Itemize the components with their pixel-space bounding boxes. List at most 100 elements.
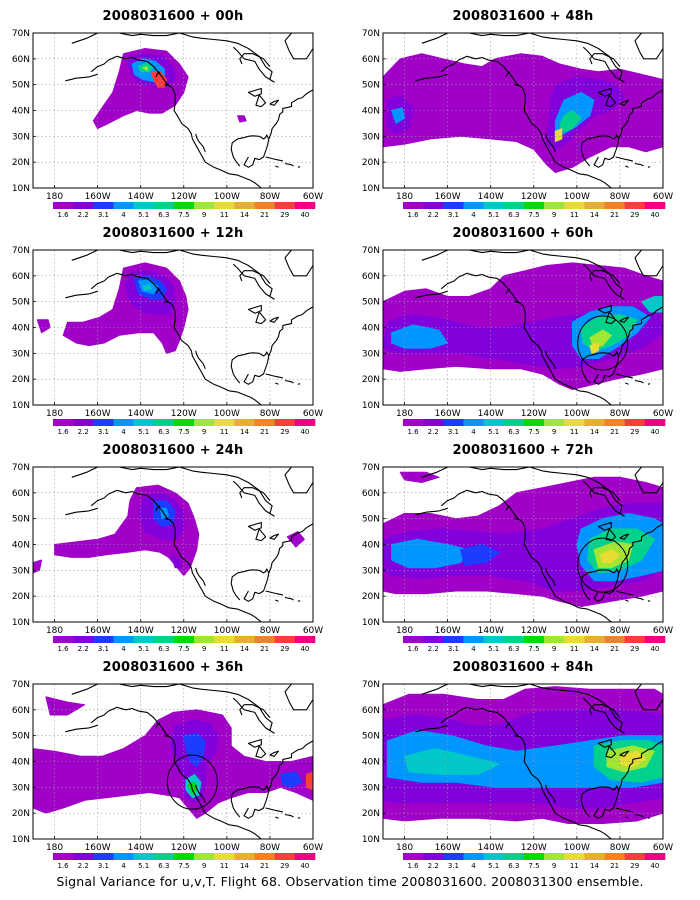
colorbar-level-label: 14 [590,645,599,653]
colorbar: 1.6 2.2 3.1 4 5.1 6.3 7.5 9 11 14 21 29 40 [53,419,316,436]
colorbar-swatch [214,636,235,643]
forecast-map-panel: 70N 60N 50N 40N 30N 20N 10N 180 160W 140W 120W 100W… [12,29,323,219]
colorbar-swatch [564,202,585,209]
longitude-tick-label: 120W [171,626,197,636]
longitude-tick-label: 80W [610,192,630,202]
colorbar-swatch [423,636,444,643]
colorbar-level-label: 40 [300,862,309,870]
colorbar-swatch [564,419,585,426]
colorbar-level-label: 2.2 [78,645,89,653]
longitude-tick-label: 160W [435,409,461,419]
latitude-tick-label: 40N [362,324,380,334]
variance-contour-fill [170,554,183,569]
colorbar-swatch [133,636,155,643]
colorbar-swatch [274,636,296,643]
latitude-tick-label: 50N [12,732,30,742]
panel-title: 2008031600 + 48h [452,9,594,24]
latitude-tick-label: 50N [12,298,30,308]
colorbar-level-label: 40 [300,211,309,219]
forecast-map-panel: 70N 60N 50N 40N 30N 20N 10N 180 160W 140W 120W 100W… [362,463,673,653]
colorbar: 1.6 2.2 3.1 4 5.1 6.3 7.5 9 11 14 21 29 40 [53,202,316,219]
longitude-tick-label: 120W [171,192,197,202]
colorbar-level-label: 29 [630,211,639,219]
longitude-tick-label: 140W [478,843,504,853]
coastline [65,33,313,188]
longitude-tick-label: 100W [214,843,240,853]
latitude-tick-label: 60N [12,272,30,282]
colorbar-level-label: 1.6 [408,645,420,653]
colorbar-swatch [73,202,94,209]
longitude-tick-label: 140W [128,626,154,636]
latitude-tick-label: 10N [12,835,30,845]
colorbar-level-label: 40 [300,428,309,436]
colorbar-level-label: 29 [280,645,289,653]
colorbar-level-label: 21 [610,211,619,219]
colorbar-swatch [544,202,565,209]
longitude-tick-label: 180 [396,409,413,419]
colorbar-swatch [483,636,505,643]
colorbar-swatch [133,419,155,426]
longitude-tick-label: 80W [610,626,630,636]
longitude-tick-label: 120W [521,626,547,636]
colorbar-swatch [644,419,666,426]
colorbar-swatch [173,202,195,209]
longitude-tick-label: 160W [85,192,111,202]
colorbar-level-label: 5.1 [488,645,499,653]
colorbar-swatch [194,853,215,860]
colorbar-level-label: 9 [552,862,556,870]
colorbar-swatch [644,636,666,643]
colorbar-swatch [423,853,444,860]
colorbar-swatch [254,636,275,643]
colorbar-swatch [584,419,605,426]
latitude-tick-label: 40N [12,541,30,551]
longitude-tick-label: 120W [521,192,547,202]
forecast-map-panel: 70N 60N 50N 40N 30N 20N 10N 180 160W 140W 120W 100W… [362,29,673,219]
colorbar-swatch [443,853,464,860]
colorbar-swatch [214,202,235,209]
latitude-tick-label: 20N [12,592,30,602]
colorbar: 1.6 2.2 3.1 4 5.1 6.3 7.5 9 11 14 21 29 40 [403,853,666,870]
colorbar-swatch [113,419,134,426]
colorbar-level-label: 6.3 [508,428,519,436]
colorbar-level-label: 21 [260,645,269,653]
colorbar-level-label: 14 [240,645,249,653]
longitude-tick-label: 60W [303,192,323,202]
colorbar-level-label: 29 [630,862,639,870]
map-plot-area [33,684,313,839]
colorbar-level-label: 7.5 [528,645,539,653]
forecast-map-panel: 70N 60N 50N 40N 30N 20N 10N 180 160W 140W 120W 100W… [12,680,323,870]
colorbar-swatch [564,636,585,643]
forecast-map-panel: 70N 60N 50N 40N 30N 20N 10N 180 160W 140W 120W 100W… [362,680,673,870]
latitude-tick-label: 40N [362,541,380,551]
colorbar-level-label: 1.6 [408,211,420,219]
colorbar-level-label: 14 [240,862,249,870]
latitude-tick-label: 30N [12,566,30,576]
colorbar-swatch [403,202,424,209]
colorbar-level-label: 9 [552,428,556,436]
colorbar-level-label: 6.3 [158,645,169,653]
colorbar-level-label: 3.1 [448,428,459,436]
colorbar-swatch [523,419,545,426]
colorbar-swatch [604,636,625,643]
colorbar-swatch [93,853,114,860]
colorbar-level-label: 1.6 [408,862,420,870]
colorbar-swatch [153,202,175,209]
colorbar-level-label: 40 [300,645,309,653]
colorbar-level-label: 9 [202,862,206,870]
colorbar-swatch [644,853,666,860]
longitude-tick-label: 160W [85,843,111,853]
longitude-tick-label: 140W [128,409,154,419]
variance-contour-fill [460,544,500,566]
longitude-tick-label: 100W [564,843,590,853]
variance-contour-fill [142,284,152,291]
longitude-tick-label: 80W [260,626,280,636]
longitude-tick-label: 100W [214,192,240,202]
colorbar: 1.6 2.2 3.1 4 5.1 6.3 7.5 9 11 14 21 29 40 [403,636,666,653]
longitude-tick-label: 180 [46,626,63,636]
colorbar-level-label: 14 [240,211,249,219]
colorbar-level-label: 21 [610,428,619,436]
longitude-tick-label: 160W [85,409,111,419]
latitude-tick-label: 40N [12,324,30,334]
colorbar-swatch [73,419,94,426]
colorbar-level-label: 5.1 [488,211,499,219]
